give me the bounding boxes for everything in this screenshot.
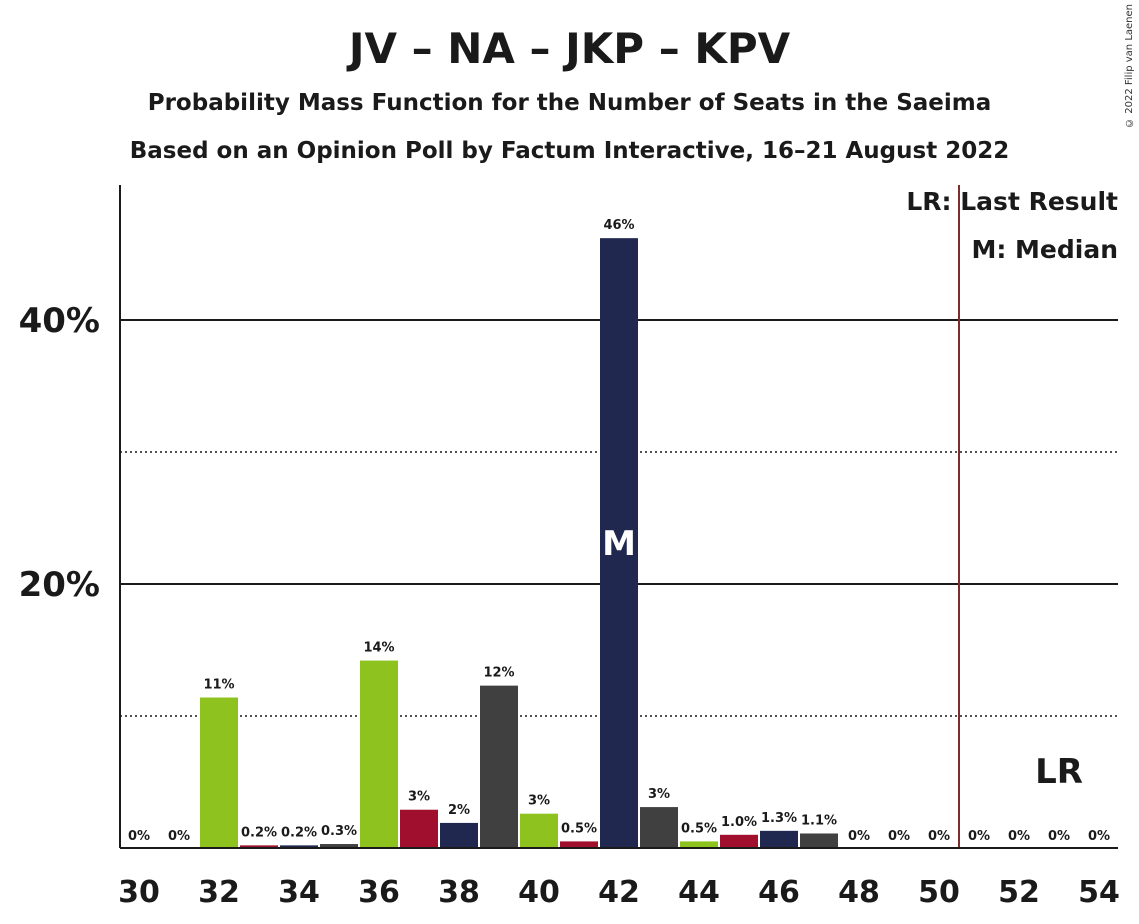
data-label: 3% xyxy=(648,787,670,802)
bar-seats-39 xyxy=(480,685,518,848)
data-label: 0.3% xyxy=(321,824,357,839)
data-label: 3% xyxy=(408,790,430,805)
x-tick-label: 54 xyxy=(1078,875,1120,910)
bar-seats-33 xyxy=(240,845,278,848)
data-label: 0.2% xyxy=(281,825,317,840)
bar-seats-41 xyxy=(560,841,598,848)
data-label: 2% xyxy=(448,803,470,818)
x-tick-label: 40 xyxy=(518,875,560,910)
data-label: 1.3% xyxy=(761,811,797,826)
last-result-marker: LR xyxy=(1035,752,1083,792)
y-tick-label: 20% xyxy=(19,565,100,605)
data-label: 11% xyxy=(203,678,234,693)
x-tick-label: 38 xyxy=(438,875,480,910)
x-tick-label: 46 xyxy=(758,875,800,910)
data-label: 0% xyxy=(968,829,990,844)
median-marker: M xyxy=(602,524,636,564)
x-tick-label: 42 xyxy=(598,875,640,910)
x-tick-label: 32 xyxy=(198,875,240,910)
chart-subtitle: Probability Mass Function for the Number… xyxy=(147,90,992,116)
x-tick-label: 34 xyxy=(278,875,320,910)
x-tick-label: 50 xyxy=(918,875,960,910)
data-label: 0% xyxy=(1088,829,1110,844)
legend-last-result: LR: Last Result xyxy=(906,187,1118,216)
data-label: 46% xyxy=(603,218,634,233)
data-label: 1.0% xyxy=(721,815,757,830)
bar-seats-44 xyxy=(680,841,718,848)
bar-seats-32 xyxy=(200,697,238,848)
x-tick-label: 36 xyxy=(358,875,400,910)
bar-seats-35 xyxy=(320,844,358,848)
bar-seats-46 xyxy=(760,830,798,848)
chart-source: Based on an Opinion Poll by Factum Inter… xyxy=(129,138,1010,164)
data-label: 0% xyxy=(168,829,190,844)
data-label: 0% xyxy=(928,829,950,844)
bar-seats-38 xyxy=(440,822,478,848)
y-tick-label: 40% xyxy=(19,301,100,341)
bar-seats-45 xyxy=(720,834,758,848)
x-tick-label: 48 xyxy=(838,875,880,910)
bar-seats-40 xyxy=(520,813,558,848)
bar-seats-34 xyxy=(280,845,318,848)
data-label: 0.5% xyxy=(561,821,597,836)
chart-title: JV – NA – JKP – KPV xyxy=(348,24,791,73)
legend-median: M: Median xyxy=(971,235,1118,264)
bar-seats-43 xyxy=(640,807,678,848)
data-label: 0.2% xyxy=(241,825,277,840)
bar-seats-47 xyxy=(800,833,838,848)
data-label: 0% xyxy=(848,829,870,844)
data-label: 0% xyxy=(128,829,150,844)
data-label: 0% xyxy=(888,829,910,844)
data-label: 1.1% xyxy=(801,813,837,828)
x-tick-label: 52 xyxy=(998,875,1040,910)
data-label: 3% xyxy=(528,794,550,809)
data-label: 0% xyxy=(1048,829,1070,844)
data-label: 14% xyxy=(363,641,394,656)
x-tick-label: 30 xyxy=(118,875,160,910)
bar-seats-42 xyxy=(600,238,638,848)
data-label: 0.5% xyxy=(681,821,717,836)
bar-seats-36 xyxy=(360,660,398,848)
data-label: 0% xyxy=(1008,829,1030,844)
x-tick-label: 44 xyxy=(678,875,720,910)
data-label: 12% xyxy=(483,666,514,681)
bar-seats-37 xyxy=(400,809,438,848)
